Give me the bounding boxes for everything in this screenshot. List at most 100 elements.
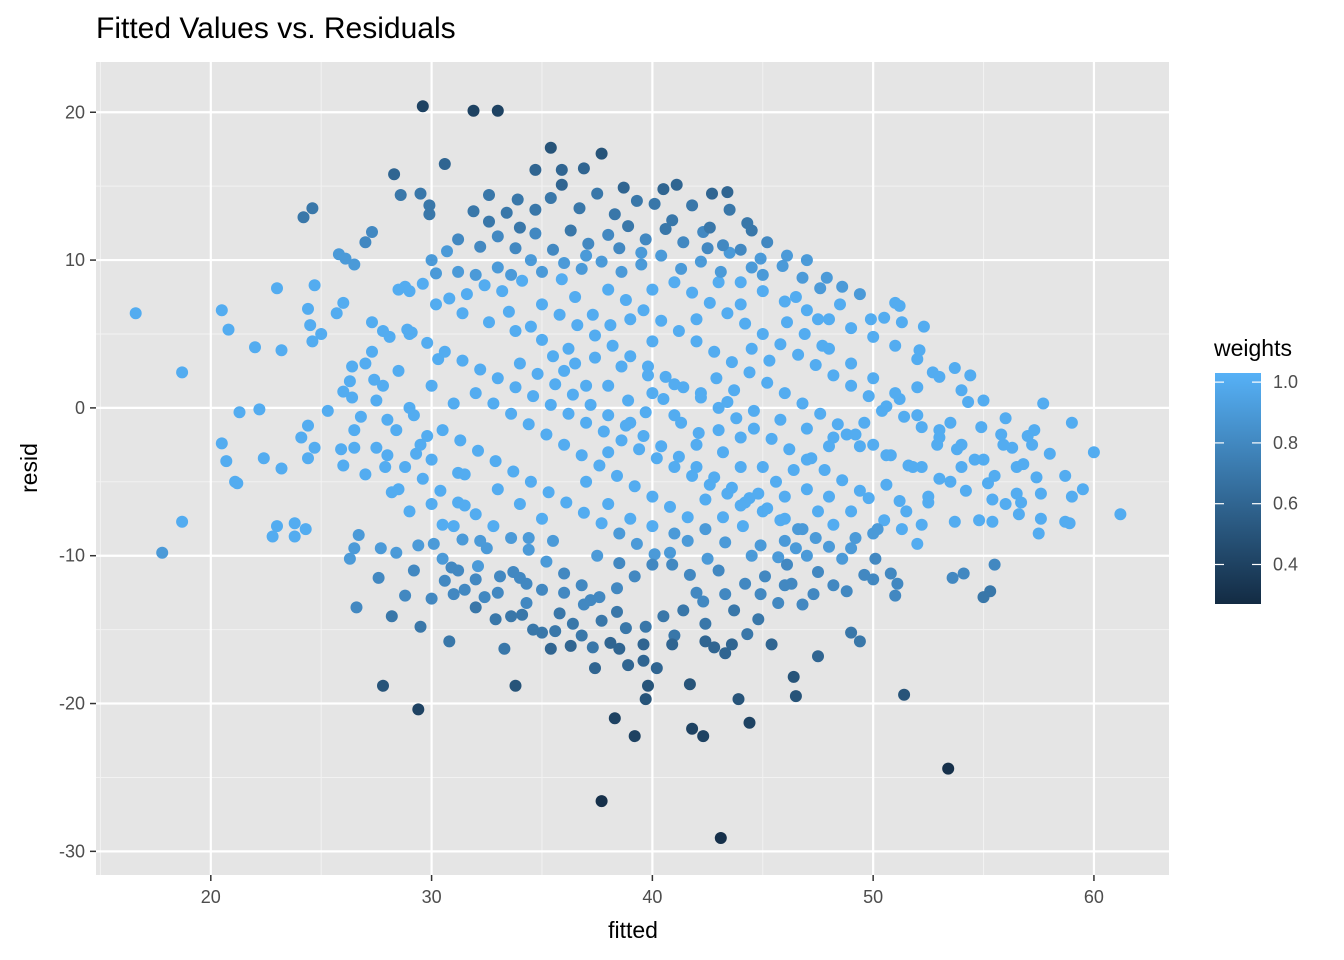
data-point	[725, 356, 738, 369]
legend-label: 1.0	[1273, 372, 1298, 392]
data-point	[469, 268, 482, 281]
data-point	[608, 712, 621, 725]
data-point	[756, 461, 769, 473]
data-point	[646, 387, 659, 400]
data-point	[524, 254, 537, 267]
data-point	[778, 512, 791, 525]
data-point	[414, 187, 427, 200]
data-point	[628, 480, 641, 493]
data-point	[898, 410, 911, 423]
data-point	[425, 592, 438, 605]
data-point	[911, 381, 924, 394]
data-point	[655, 314, 668, 327]
data-point	[593, 459, 606, 472]
data-point	[1015, 496, 1028, 509]
data-point	[622, 394, 635, 407]
data-point	[747, 422, 760, 435]
data-point	[686, 199, 699, 212]
data-point	[447, 520, 460, 533]
data-point	[611, 469, 623, 482]
data-point	[999, 498, 1012, 510]
data-point	[622, 659, 635, 672]
data-point	[712, 424, 725, 437]
data-point	[549, 378, 562, 391]
data-point	[527, 390, 540, 403]
data-point	[575, 449, 588, 462]
data-point	[306, 202, 319, 215]
data-point	[507, 465, 520, 478]
data-point	[379, 461, 392, 473]
data-point	[604, 319, 617, 332]
legend-title: weights	[1213, 335, 1292, 361]
data-point	[770, 475, 782, 488]
data-point	[469, 573, 482, 586]
data-point	[555, 178, 568, 191]
data-point	[646, 283, 659, 296]
data-point	[513, 498, 526, 510]
data-point	[566, 388, 579, 401]
data-point	[529, 203, 542, 216]
data-point	[895, 523, 908, 536]
data-point	[721, 186, 734, 199]
data-point	[800, 304, 813, 317]
data-point	[381, 449, 394, 462]
data-point	[789, 690, 802, 703]
data-point	[809, 532, 822, 544]
data-point	[425, 379, 438, 392]
data-point	[962, 396, 975, 408]
data-point	[480, 542, 493, 555]
data-point	[156, 546, 169, 559]
data-point	[836, 552, 849, 565]
data-point	[672, 450, 685, 463]
data-point	[589, 329, 601, 342]
data-point	[796, 598, 809, 611]
data-point	[505, 532, 518, 544]
data-point	[717, 446, 729, 459]
data-point	[977, 394, 990, 407]
data-point	[410, 447, 423, 460]
data-point	[675, 262, 688, 275]
data-point	[524, 475, 537, 488]
data-point	[366, 316, 378, 329]
data-point	[469, 601, 482, 614]
data-point	[637, 304, 650, 317]
data-point	[469, 387, 482, 400]
data-point	[452, 265, 465, 278]
data-point	[703, 221, 716, 234]
data-point	[642, 369, 654, 382]
data-point	[472, 444, 484, 457]
data-point	[524, 320, 537, 333]
data-point	[955, 384, 968, 397]
data-point	[513, 571, 526, 584]
data-point	[880, 400, 893, 413]
data-point	[655, 440, 668, 453]
data-point	[823, 490, 835, 503]
data-point	[359, 236, 372, 249]
data-point	[509, 679, 522, 692]
x-tick-label: 40	[642, 887, 662, 907]
data-point	[781, 249, 793, 262]
data-point	[215, 304, 228, 317]
data-point	[650, 662, 663, 675]
data-point	[547, 534, 559, 547]
data-point	[220, 455, 233, 468]
data-point	[781, 558, 793, 571]
data-point	[646, 558, 659, 571]
data-point	[655, 249, 668, 262]
data-point	[648, 197, 661, 210]
data-point	[511, 193, 524, 206]
data-point	[646, 335, 659, 348]
data-point	[558, 438, 571, 451]
data-point	[591, 187, 604, 200]
data-point	[889, 339, 902, 352]
data-point	[977, 453, 990, 466]
data-point	[392, 483, 405, 496]
data-point	[416, 472, 429, 485]
legend-label: 0.4	[1273, 554, 1298, 574]
data-point	[759, 570, 771, 583]
data-point	[430, 298, 442, 311]
data-point	[558, 567, 571, 580]
data-points	[129, 100, 1127, 844]
data-point	[456, 533, 469, 546]
